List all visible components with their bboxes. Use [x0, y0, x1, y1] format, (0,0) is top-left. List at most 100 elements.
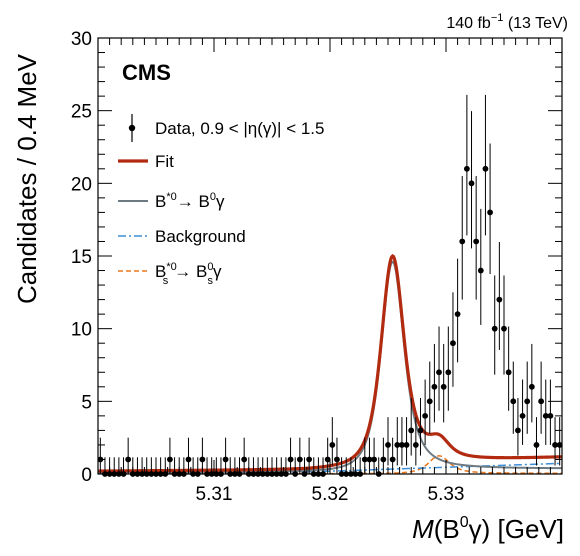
data-point	[241, 437, 248, 474]
lumi-label: 140 fb−1 (13 TeV)	[446, 12, 568, 32]
data-point-marker	[199, 456, 206, 463]
data-point-marker	[371, 456, 377, 463]
data-point-marker	[505, 369, 512, 376]
data-point	[324, 437, 331, 474]
data-point	[463, 94, 470, 236]
data-point	[510, 361, 517, 434]
data-point-marker	[542, 412, 549, 419]
data-point-marker	[473, 238, 480, 245]
data-point-marker	[477, 267, 484, 274]
data-point-marker	[403, 442, 410, 448]
data-point	[431, 343, 438, 423]
data-point	[287, 437, 294, 474]
data-point-marker	[519, 412, 526, 419]
data-point	[403, 417, 410, 466]
data-point-marker	[515, 427, 521, 434]
data-point	[436, 326, 442, 411]
legend-label-fit: Fit	[155, 152, 174, 171]
legend-label-background: Background	[155, 227, 246, 246]
data-point	[496, 241, 503, 350]
data-point	[491, 275, 498, 375]
fit-curve	[98, 254, 562, 473]
data-point	[473, 176, 480, 300]
data-point-marker	[125, 456, 132, 463]
data-point	[538, 361, 545, 434]
data-point-marker	[440, 383, 447, 390]
data-point-marker	[436, 369, 442, 376]
legend-entry-bs: B*0 s → B0 sγ	[118, 261, 222, 287]
data-point-marker	[487, 209, 493, 216]
data-point-marker	[533, 442, 540, 448]
fit-curves	[98, 254, 562, 474]
data-point-marker	[185, 456, 192, 463]
data-point-marker	[501, 325, 507, 332]
data-points	[97, 94, 563, 477]
data-point	[306, 437, 313, 474]
legend-label-data: Data, 0.9 < |η(γ)| < 1.5	[155, 119, 324, 138]
data-point-marker	[459, 238, 466, 245]
legend-entry-signal: B*0→ B0γ	[118, 191, 225, 211]
data-point	[505, 326, 512, 411]
legend-entry-background: Background	[118, 227, 246, 246]
data-point-marker	[412, 442, 419, 448]
data-point	[366, 437, 373, 474]
data-point-marker	[329, 442, 336, 448]
legend: Data, 0.9 < |η(γ)| < 1.5 Fit B*0→ B0γ Ba…	[118, 114, 324, 287]
x-tick-label: 5.31	[196, 484, 233, 505]
data-point	[487, 143, 493, 275]
data-point-marker	[287, 456, 294, 463]
legend-entry-data: Data, 0.9 < |η(γ)| < 1.5	[128, 114, 324, 142]
data-point	[515, 397, 521, 456]
plot-frame	[97, 37, 563, 475]
data-point-marker	[408, 427, 415, 434]
data-point	[385, 417, 391, 466]
data-point-marker	[491, 325, 498, 332]
data-point	[445, 326, 452, 411]
legend-label-bs: B*0 s → B0 sγ	[155, 261, 222, 287]
data-point	[412, 417, 419, 466]
data-point-marker	[394, 442, 401, 448]
data-point	[547, 379, 554, 445]
data-point	[422, 379, 429, 445]
y-tick-label: 15	[71, 247, 92, 268]
legend-entry-fit: Fit	[118, 152, 174, 171]
data-point-marker	[417, 427, 424, 434]
data-point	[389, 437, 396, 474]
data-point	[417, 397, 424, 456]
y-tick-label: 30	[71, 29, 92, 50]
legend-marker-data	[128, 124, 136, 132]
data-point-marker	[222, 456, 229, 463]
data-point-marker	[385, 442, 391, 448]
data-point	[501, 275, 507, 375]
data-point	[528, 343, 535, 423]
data-point-marker	[167, 456, 173, 463]
data-point	[533, 417, 540, 466]
cms-label: CMS	[122, 60, 171, 85]
axis-ticks: 5.31 5.32 5.33 0 5 10 15 20 25 30	[71, 29, 563, 505]
data-point-marker	[463, 165, 470, 172]
data-point-marker	[445, 369, 452, 376]
data-point-marker	[528, 383, 535, 390]
legend-label-signal: B*0→ B0γ	[155, 191, 225, 211]
data-point	[394, 417, 401, 466]
data-point-marker	[399, 442, 405, 448]
y-tick-label: 5	[81, 392, 92, 413]
data-point-marker	[431, 383, 438, 390]
data-point	[454, 258, 461, 363]
data-point	[440, 343, 447, 423]
data-point	[426, 361, 433, 434]
x-tick-label: 5.32	[312, 484, 349, 505]
data-point	[399, 417, 405, 466]
data-point-marker	[426, 398, 433, 405]
data-point	[167, 437, 173, 474]
data-point	[524, 361, 531, 434]
data-point	[519, 379, 526, 445]
data-point-marker	[334, 456, 340, 463]
y-tick-label: 25	[71, 102, 92, 123]
data-point-marker	[380, 456, 387, 463]
data-point	[542, 379, 549, 445]
data-point-marker	[450, 340, 456, 347]
data-point-marker	[496, 296, 503, 303]
y-tick-label: 10	[71, 320, 92, 341]
